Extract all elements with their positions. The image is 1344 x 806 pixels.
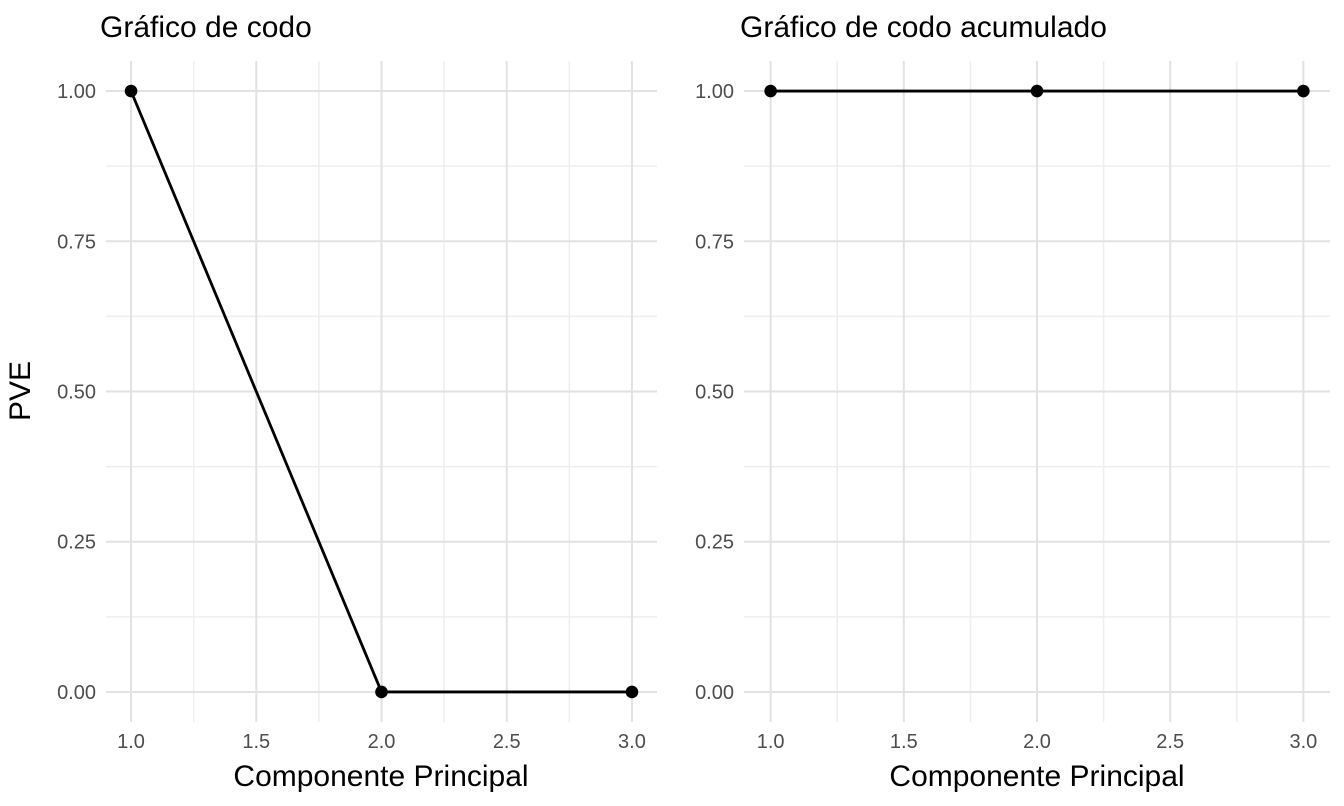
y-tick-label: 0.25 <box>57 532 96 554</box>
x-tick-label: 3.0 <box>618 731 646 753</box>
data-point <box>1297 84 1310 98</box>
data-point <box>375 685 388 699</box>
scree-plot-figure: 1.0 1.5 2.0 2.5 3.0 0.00 0.25 0.50 0.75 1.00 Gráf… <box>4 11 657 793</box>
cumulative-scree-plot-svg: 1.0 1.5 2.0 2.5 3.0 0.00 0.25 0.50 0.75 1.00 Gráf… <box>695 11 1330 793</box>
data-point <box>124 84 138 98</box>
data-point <box>764 84 777 98</box>
y-tick-label: 0.00 <box>57 682 96 704</box>
x-tick-label: 2.5 <box>1156 731 1184 753</box>
chart-title: Gráfico de codo acumulado <box>740 11 1107 44</box>
cumulative-scree-plot-figure: 1.0 1.5 2.0 2.5 3.0 0.00 0.25 0.50 0.75 1.00 Gráf… <box>672 0 1344 806</box>
y-tick-label: 0.00 <box>695 682 734 704</box>
y-tick-label: 0.25 <box>695 532 734 554</box>
x-tick-label: 2.5 <box>493 731 521 753</box>
data-point <box>1030 84 1044 98</box>
x-tick-label: 1.5 <box>242 731 270 753</box>
y-axis-title: PVE <box>4 361 37 421</box>
x-tick-label: 1.0 <box>757 731 785 753</box>
x-tick-label: 1.0 <box>117 731 145 753</box>
major-gridlines <box>106 61 657 722</box>
major-gridlines <box>744 61 1330 722</box>
scree-plot-svg: 1.0 1.5 2.0 2.5 3.0 0.00 0.25 0.50 0.75 1.00 Gráf… <box>4 11 657 793</box>
y-tick-label: 0.75 <box>57 231 96 253</box>
y-tick-label: 0.50 <box>57 382 96 404</box>
data-series <box>124 84 639 699</box>
y-tick-label: 1.00 <box>695 81 734 103</box>
x-axis-title: Componente Principal <box>233 760 528 793</box>
x-tick-label: 3.0 <box>1289 731 1317 753</box>
data-point <box>625 685 639 699</box>
x-axis-title: Componente Principal <box>889 760 1184 793</box>
axis-tick-labels: 1.0 1.5 2.0 2.5 3.0 0.00 0.25 0.50 0.75 1.00 <box>57 81 646 753</box>
y-tick-label: 0.50 <box>695 382 734 404</box>
data-series <box>764 84 1310 98</box>
x-tick-label: 2.0 <box>368 731 396 753</box>
x-tick-label: 2.0 <box>1023 731 1051 753</box>
chart-title: Gráfico de codo <box>100 11 312 44</box>
y-tick-label: 1.00 <box>57 81 96 103</box>
axis-tick-labels: 1.0 1.5 2.0 2.5 3.0 0.00 0.25 0.50 0.75 1.00 <box>695 81 1317 753</box>
y-tick-label: 0.75 <box>695 231 734 253</box>
x-tick-label: 1.5 <box>890 731 918 753</box>
